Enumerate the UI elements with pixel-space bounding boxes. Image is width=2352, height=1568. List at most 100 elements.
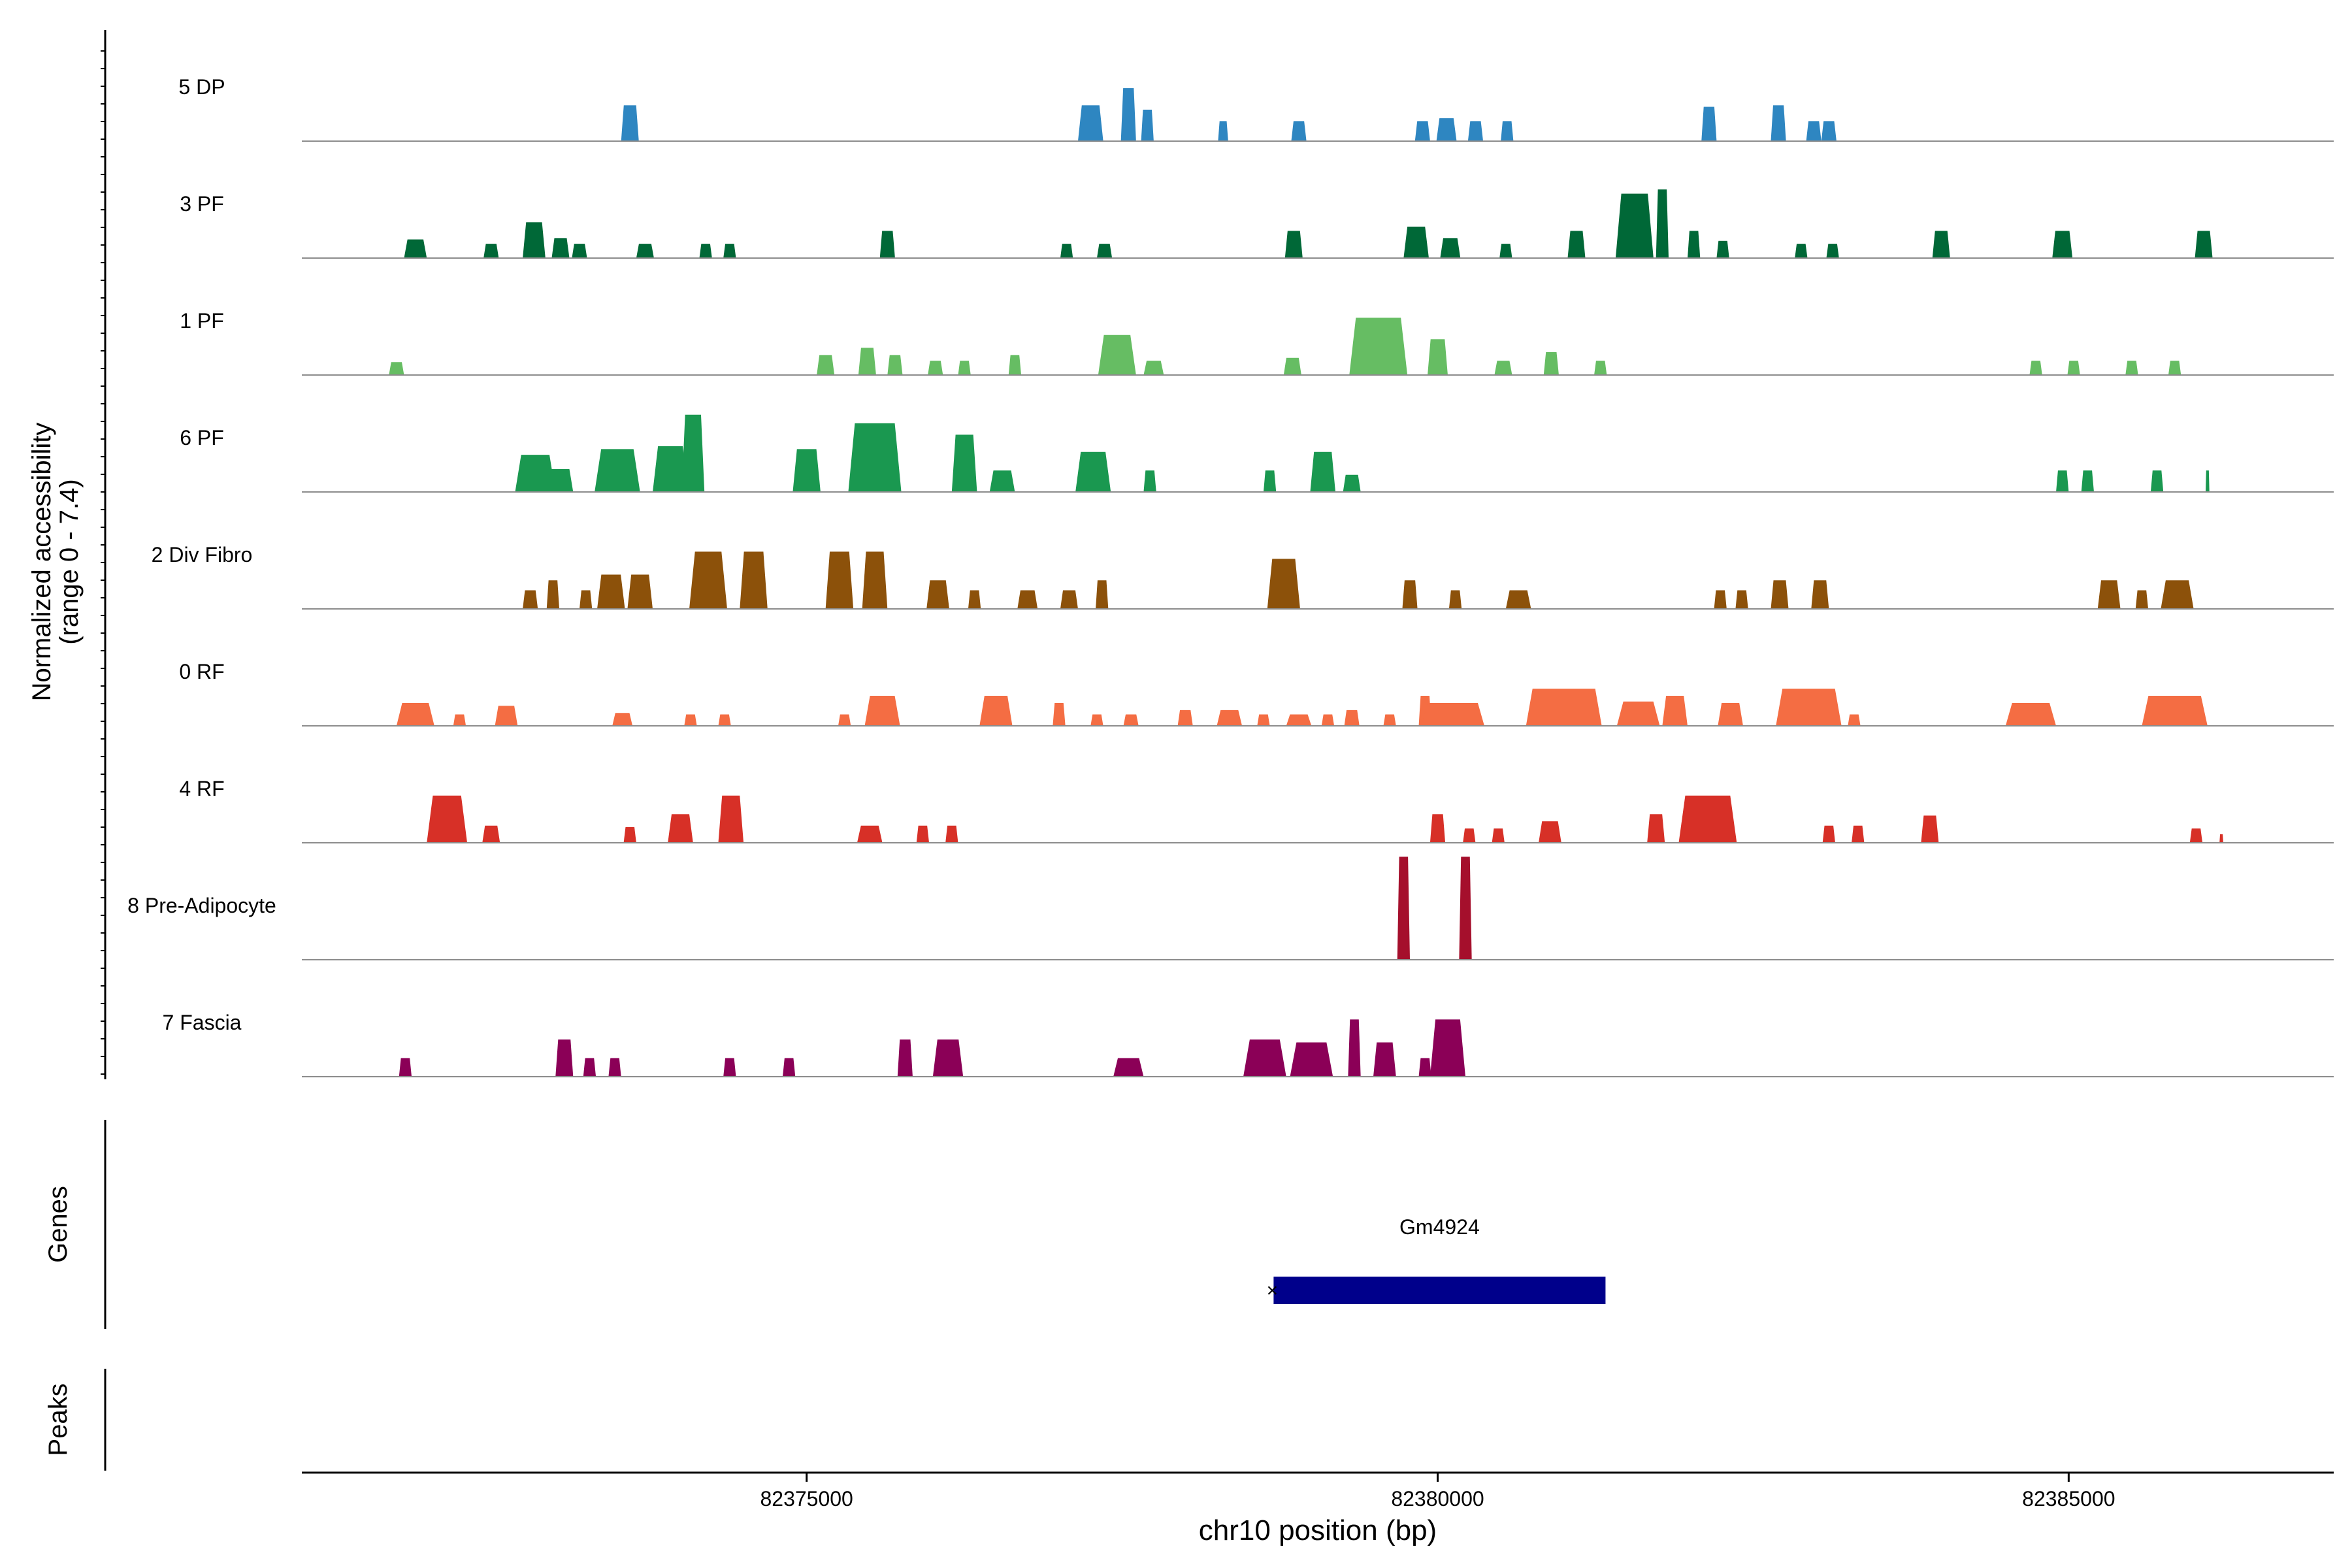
peak-mark xyxy=(848,423,902,492)
peak-mark xyxy=(1932,231,1950,258)
peak-mark xyxy=(1822,825,1835,843)
peak-mark xyxy=(1310,451,1336,492)
peak-mark xyxy=(926,580,949,609)
peak-mark xyxy=(572,244,587,258)
peak-mark xyxy=(862,551,888,609)
peak-mark xyxy=(932,1039,964,1077)
peak-mark xyxy=(1501,121,1514,141)
peak-mark xyxy=(1373,1042,1396,1077)
peak-mark xyxy=(404,239,427,258)
tracks-layer: 5 DP 3 PF 1 PF 6 PF 2 Div Fibro 0 RF 4 RF 8 Pre… xyxy=(127,75,2334,1077)
peak-mark xyxy=(1257,714,1270,726)
gene-strand-marker: × xyxy=(1267,1280,1279,1301)
peak-mark xyxy=(858,348,876,375)
peak-mark xyxy=(546,580,560,609)
peak-mark xyxy=(389,362,404,375)
track-3: 6 PF xyxy=(180,414,2334,493)
y-axis-label-line1: Normalized accessibility xyxy=(27,423,56,702)
peak-mark xyxy=(864,696,900,726)
peak-mark xyxy=(681,414,705,492)
peak-mark xyxy=(2161,580,2194,609)
peak-mark xyxy=(1075,451,1111,492)
peak-mark xyxy=(792,449,821,492)
peak-mark xyxy=(1921,815,1939,843)
peak-mark xyxy=(740,551,768,609)
peak-mark xyxy=(1678,795,1737,843)
peak-mark xyxy=(1008,355,1022,375)
peak-mark xyxy=(1459,857,1472,960)
peak-mark xyxy=(668,814,693,843)
gene-body xyxy=(1273,1277,1606,1304)
peak-mark xyxy=(2081,470,2094,492)
peak-mark xyxy=(555,1039,574,1077)
peak-mark xyxy=(897,1039,913,1077)
peak-mark xyxy=(2135,590,2149,609)
peak-mark xyxy=(621,105,639,141)
peak-mark xyxy=(1647,814,1665,843)
peak-mark xyxy=(1687,231,1701,258)
peak-mark xyxy=(989,470,1015,492)
peak-mark xyxy=(495,706,518,726)
peak-mark xyxy=(1848,714,1861,726)
peaks-label: Peaks xyxy=(44,1383,73,1456)
peak-mark xyxy=(1243,1039,1286,1077)
peak-mark xyxy=(723,1058,736,1077)
peak-mark xyxy=(399,1058,412,1077)
peak-mark xyxy=(1436,118,1457,141)
peak-mark xyxy=(1826,244,1839,258)
peak-mark xyxy=(1795,244,1808,258)
peak-mark xyxy=(1267,559,1300,609)
peak-mark xyxy=(1120,88,1136,141)
peak-mark xyxy=(1716,240,1729,258)
peak-mark xyxy=(2150,470,2164,492)
peak-mark xyxy=(636,244,654,258)
peak-mark xyxy=(623,826,636,843)
peak-mark xyxy=(1113,1058,1144,1077)
x-tick-label: 82375000 xyxy=(760,1487,853,1511)
genes-label: Genes xyxy=(44,1186,73,1263)
peak-mark xyxy=(1283,357,1301,375)
peak-mark xyxy=(1806,121,1821,141)
peak-mark xyxy=(1284,231,1303,258)
peak-mark xyxy=(979,696,1013,726)
peak-mark xyxy=(1397,857,1411,960)
peak-mark xyxy=(1344,710,1360,726)
peak-mark xyxy=(627,574,653,609)
peak-mark xyxy=(1321,714,1335,726)
peak-mark xyxy=(653,446,689,492)
peak-mark xyxy=(427,795,468,843)
peak-mark xyxy=(1463,828,1476,843)
peak-mark xyxy=(2219,834,2223,843)
peak-mark xyxy=(583,1058,596,1077)
peak-mark xyxy=(1494,361,1512,375)
peak-mark xyxy=(1467,121,1484,141)
peak-mark xyxy=(396,702,434,726)
peak-mark xyxy=(945,825,958,843)
peak-mark xyxy=(2005,702,2057,726)
peak-mark xyxy=(1414,121,1430,141)
peak-mark xyxy=(1701,106,1717,141)
track-0: 5 DP xyxy=(178,75,2334,142)
peak-mark xyxy=(2056,470,2069,492)
track-8: 7 Fascia xyxy=(163,1011,2334,1077)
peak-mark xyxy=(817,355,835,375)
peak-mark xyxy=(523,222,546,258)
peak-mark xyxy=(689,551,727,609)
peak-mark xyxy=(595,449,640,492)
peak-mark xyxy=(718,795,744,843)
peak-mark xyxy=(1218,121,1228,141)
peak-mark xyxy=(1543,351,1559,375)
peak-mark xyxy=(2168,361,2181,375)
peak-mark xyxy=(1505,590,1531,609)
peak-mark xyxy=(1539,821,1561,843)
track-2: 1 PF xyxy=(180,309,2334,376)
peak-mark xyxy=(579,590,593,609)
peak-mark xyxy=(1662,696,1688,726)
peak-mark xyxy=(483,244,499,258)
gene-track: Gm4924 × xyxy=(1267,1215,1606,1304)
peak-mark xyxy=(916,825,930,843)
peak-mark xyxy=(612,713,633,726)
peak-mark xyxy=(1403,226,1429,258)
peak-mark xyxy=(1143,361,1164,375)
